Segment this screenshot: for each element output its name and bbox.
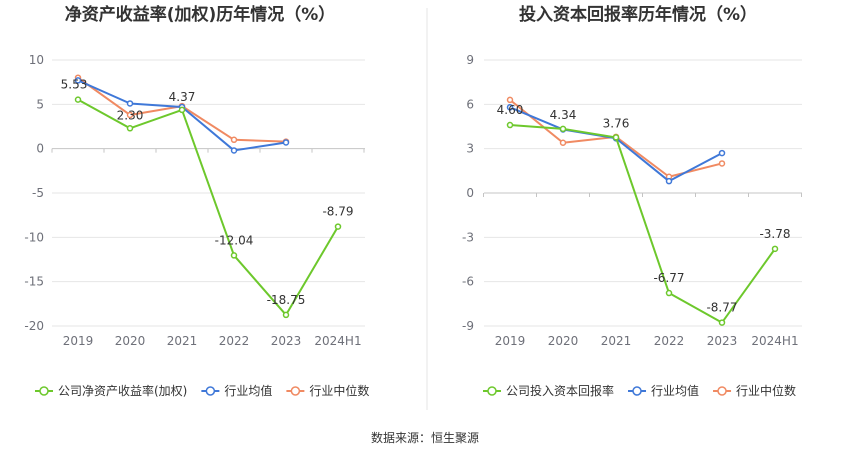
data-point[interactable] bbox=[126, 111, 134, 119]
legend-item[interactable]: 行业中位数 bbox=[286, 383, 369, 398]
data-label: -8.77 bbox=[706, 301, 737, 315]
x-tick-label: 2024H1 bbox=[314, 334, 361, 348]
data-label: -8.79 bbox=[322, 205, 353, 219]
data-point[interactable] bbox=[230, 147, 238, 154]
x-tick-label: 2022 bbox=[654, 334, 685, 348]
legend-label: 行业均值 bbox=[651, 383, 699, 398]
data-point[interactable] bbox=[230, 252, 238, 259]
series-line-0 bbox=[509, 124, 776, 324]
legend-swatch-marker bbox=[487, 386, 497, 396]
x-tick-label: 2020 bbox=[548, 334, 579, 348]
x-tick-label: 2021 bbox=[167, 334, 198, 348]
data-point[interactable] bbox=[74, 77, 82, 84]
x-tick-label: 2019 bbox=[63, 334, 94, 348]
data-label: 4.37 bbox=[169, 90, 196, 104]
x-tick-label: 2019 bbox=[495, 334, 526, 348]
data-label: 4.34 bbox=[550, 108, 577, 122]
legend-item[interactable]: 行业均值 bbox=[628, 383, 699, 398]
data-point[interactable] bbox=[282, 311, 290, 319]
data-label: -18.75 bbox=[267, 293, 306, 307]
y-tick-label: -9 bbox=[462, 319, 474, 333]
data-point[interactable] bbox=[178, 106, 186, 114]
legend-label: 公司净资产收益率(加权) bbox=[58, 383, 187, 398]
data-point[interactable] bbox=[230, 136, 238, 144]
legend-swatch-marker bbox=[290, 386, 301, 396]
data-point[interactable] bbox=[506, 104, 514, 111]
chart-title: 投入资本回报率历年情况（%） bbox=[519, 4, 757, 25]
x-tick-label: 2023 bbox=[271, 334, 302, 348]
data-point[interactable] bbox=[559, 139, 567, 147]
x-tick-label: 2022 bbox=[219, 334, 250, 348]
y-tick-label: -10 bbox=[24, 230, 44, 244]
data-point[interactable] bbox=[665, 289, 673, 297]
y-tick-label: 0 bbox=[36, 142, 44, 156]
legend-item[interactable]: 公司投入资本回报率 bbox=[483, 383, 614, 398]
data-point[interactable] bbox=[718, 319, 726, 326]
legend-swatch-marker bbox=[632, 386, 642, 396]
y-tick-label: 3 bbox=[466, 142, 474, 156]
roic-chart-panel: 投入资本回报率历年情况（%） 9 6 3 0 -3 -6 -9 2019 2020 2021 2022… bbox=[462, 4, 802, 398]
data-point[interactable] bbox=[506, 121, 514, 129]
y-tick-label: 5 bbox=[36, 97, 44, 111]
data-label: 3.76 bbox=[603, 116, 630, 130]
y-tick-label: 10 bbox=[29, 53, 44, 67]
data-point[interactable] bbox=[771, 245, 779, 253]
data-point[interactable] bbox=[665, 177, 673, 185]
data-point[interactable] bbox=[334, 223, 342, 230]
legend-swatch-marker bbox=[717, 386, 727, 396]
x-tick-label: 2021 bbox=[601, 334, 632, 348]
y-tick-label: -3 bbox=[462, 230, 474, 244]
legend-swatch-marker bbox=[39, 386, 49, 396]
x-tick-label: 2024H1 bbox=[751, 334, 798, 348]
data-label: 5.53 bbox=[61, 78, 88, 92]
x-tick-label: 2023 bbox=[707, 334, 738, 348]
data-label: -12.04 bbox=[215, 233, 254, 247]
data-point[interactable] bbox=[612, 134, 620, 141]
data-point[interactable] bbox=[282, 139, 290, 146]
data-label: -3.78 bbox=[759, 227, 790, 241]
legend-label: 行业均值 bbox=[224, 383, 272, 398]
y-tick-label: -5 bbox=[32, 186, 44, 200]
data-source-label: 数据来源：恒生聚源 bbox=[371, 430, 479, 445]
legend-label: 行业中位数 bbox=[309, 383, 369, 398]
y-tick-label: -15 bbox=[24, 275, 44, 289]
data-label: -6.77 bbox=[653, 271, 684, 285]
y-tick-label: -6 bbox=[462, 275, 474, 289]
series-line-0 bbox=[77, 98, 339, 316]
x-tick-label: 2020 bbox=[115, 334, 146, 348]
legend-label: 行业中位数 bbox=[736, 383, 796, 398]
data-point[interactable] bbox=[126, 125, 134, 132]
data-point[interactable] bbox=[718, 160, 726, 167]
legend-label: 公司投入资本回报率 bbox=[506, 383, 614, 398]
chart-title: 净资产收益率(加权)历年情况（%） bbox=[65, 4, 336, 25]
legend-item[interactable]: 行业均值 bbox=[201, 383, 272, 398]
y-tick-label: 0 bbox=[466, 186, 474, 200]
y-tick-label: 6 bbox=[466, 97, 474, 111]
data-label: 2.30 bbox=[117, 108, 144, 122]
legend-item[interactable]: 行业中位数 bbox=[713, 383, 796, 398]
roe-chart-panel: 净资产收益率(加权)历年情况（%） 10 5 0 -5 -10 -15 -20 2019 2020… bbox=[24, 4, 369, 398]
data-point[interactable] bbox=[126, 100, 134, 107]
legend-swatch-marker bbox=[205, 386, 216, 396]
legend-item[interactable]: 公司净资产收益率(加权) bbox=[35, 383, 187, 398]
data-point[interactable] bbox=[559, 125, 567, 133]
data-point[interactable] bbox=[506, 96, 514, 104]
data-label: 4.60 bbox=[497, 103, 524, 117]
y-tick-label: -20 bbox=[24, 319, 44, 333]
data-point[interactable] bbox=[74, 96, 82, 103]
y-tick-label: 9 bbox=[466, 53, 474, 67]
data-point[interactable] bbox=[718, 149, 726, 157]
